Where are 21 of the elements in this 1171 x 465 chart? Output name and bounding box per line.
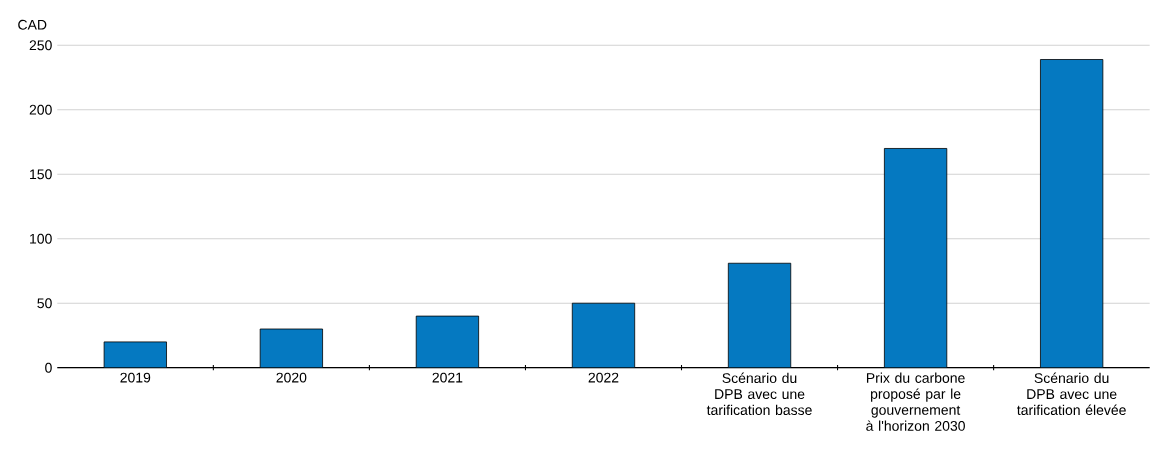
bar <box>103 341 167 368</box>
bar <box>259 328 323 368</box>
y-tick-label: 100 <box>30 233 52 244</box>
bar <box>883 148 948 368</box>
x-tick-label: 2020 <box>276 372 307 383</box>
y-tick-label: 200 <box>29 104 52 115</box>
x-tick-label: 2021 <box>432 372 463 383</box>
y-tick-label: 0 <box>45 362 52 373</box>
y-tick-label: 150 <box>30 169 52 180</box>
bar <box>727 262 792 368</box>
bar <box>1040 59 1104 368</box>
x-tick-label: Prix du carbone proposé par le gouvernement à l'horizon 2030 <box>866 372 965 431</box>
x-tick-label: 2022 <box>588 372 619 383</box>
y-tick-label: 50 <box>37 298 52 309</box>
x-tick-label: 2019 <box>120 372 151 383</box>
x-tick-label: Scénario du DPB avec une tarification élevée <box>1017 372 1126 416</box>
bar <box>571 302 636 368</box>
bar <box>415 315 480 368</box>
y-tick-label: 250 <box>29 40 52 51</box>
y-axis-title: CAD <box>18 19 47 30</box>
x-tick-label: Scénario du DPB avec une tarification basse <box>706 372 812 416</box>
